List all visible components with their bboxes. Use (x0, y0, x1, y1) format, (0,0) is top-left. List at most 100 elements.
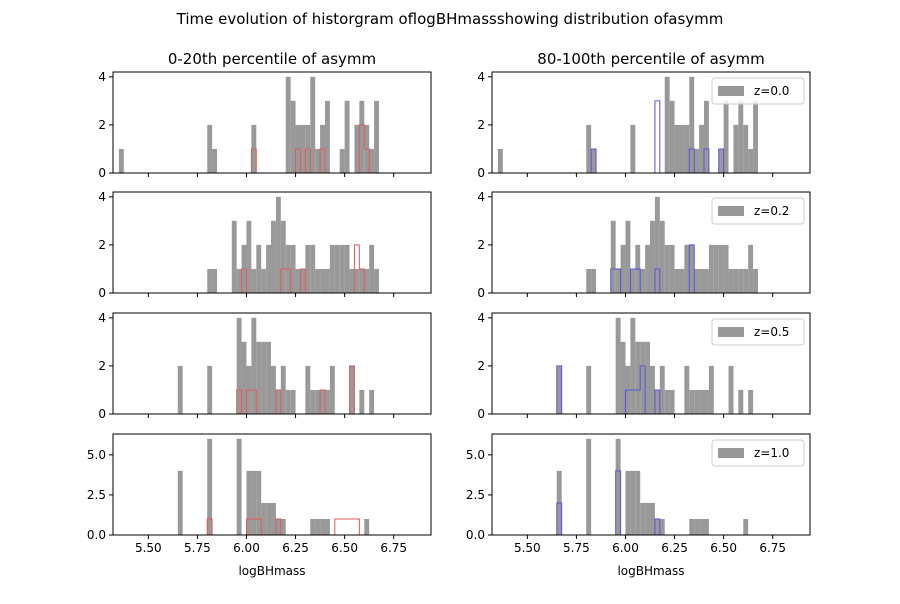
x-tick-label: 6.50 (331, 541, 358, 555)
histogram-bar (699, 268, 704, 293)
histogram-bar (586, 268, 592, 293)
panel-right-row-2: 0 2 4 z=0.2 (477, 190, 811, 300)
histogram-bar (743, 124, 749, 173)
histogram-bar (664, 244, 670, 293)
x-tick-label: 6.75 (380, 541, 407, 555)
histogram-bar (650, 365, 655, 414)
histogram-bar (694, 389, 700, 414)
histogram-bar (753, 268, 758, 293)
histogram-bar (497, 148, 503, 173)
histogram-bar (354, 124, 360, 173)
left-column-title: 0-20th percentile of asymm (168, 50, 376, 68)
histogram-bar (654, 196, 660, 293)
y-tick-label: 2.5 (466, 488, 485, 502)
histogram-bar (620, 341, 626, 414)
panel-right-row-4: 5.50 5.75 6.00 6.25 6.50 6.75 0.0 2.5 5.0 z=1.0 (466, 433, 811, 555)
histogram-bar (207, 438, 213, 535)
histogram-bar (310, 244, 316, 293)
histogram-bar (704, 518, 709, 535)
histogram-bar (625, 220, 631, 293)
figure-title: Time evolution of historgram oflogBHmass… (176, 10, 724, 28)
histogram-bar (708, 365, 714, 414)
histogram-bar (305, 244, 311, 293)
axes-frame (112, 191, 432, 294)
histogram-bar (369, 148, 375, 173)
histogram-bar (310, 518, 316, 535)
histogram-bar (261, 341, 267, 414)
histogram-bar (271, 220, 276, 293)
histogram-bar (325, 268, 330, 293)
y-tick-label: 2.5 (87, 488, 106, 502)
y-tick-label: 4 (98, 190, 106, 204)
histogram-bar (374, 268, 379, 293)
y-tick-label: 0 (98, 286, 106, 300)
histogram-bar (620, 244, 626, 293)
x-tick-label: 6.25 (282, 541, 309, 555)
axes-frame (112, 71, 432, 174)
histogram-bar (305, 365, 311, 414)
legend-label: z=1.0 (754, 446, 789, 460)
legend-label: z=0.0 (754, 84, 789, 98)
legend-label: z=0.5 (754, 325, 789, 339)
histogram-bar (630, 124, 636, 173)
histogram-bar (290, 389, 296, 414)
histogram-bar (689, 76, 695, 173)
histogram-bar (256, 341, 262, 414)
histogram-bar (315, 148, 321, 173)
histogram-bar (630, 268, 636, 293)
histogram-bar (694, 148, 700, 173)
histogram-bar (738, 268, 744, 293)
legend-box (711, 439, 805, 467)
histogram-bar (664, 76, 670, 173)
histogram-bar (694, 268, 700, 293)
histogram-bar (699, 389, 704, 414)
histogram-bar (591, 148, 597, 173)
left-x-axis-label: logBHmass (238, 564, 305, 578)
histogram-bar (285, 76, 291, 173)
histogram-bar (266, 502, 272, 535)
histogram-bar (266, 244, 272, 293)
histogram-bar (615, 268, 621, 293)
histogram-bar (753, 100, 758, 173)
panel-right-row-3: 0 2 4 z=0.5 (477, 311, 811, 421)
histogram-bar (369, 244, 375, 293)
right-x-axis-label: logBHmass (617, 564, 684, 578)
histogram-bar (315, 268, 321, 293)
histogram-bar (738, 389, 744, 414)
y-tick-label: 4 (98, 311, 106, 325)
histogram-bar (118, 148, 124, 173)
x-tick-label: 6.25 (661, 541, 688, 555)
y-tick-label: 4 (477, 311, 485, 325)
histogram-bar (586, 438, 592, 535)
legend-swatch (718, 327, 744, 337)
histogram-bar (251, 317, 257, 414)
axes-frame (112, 433, 432, 536)
y-tick-label: 4 (477, 190, 485, 204)
y-tick-label: 0 (98, 407, 106, 421)
histogram-bar (359, 100, 365, 173)
right-column-title: 80-100th percentile of asymm (537, 50, 764, 68)
histogram-bar (718, 244, 724, 293)
histogram-bar (359, 268, 365, 293)
histogram-bar (241, 341, 247, 414)
y-tick-label: 2 (98, 359, 106, 373)
x-tick-label: 5.75 (184, 541, 211, 555)
histogram-bar (325, 518, 330, 535)
histogram-bar (207, 124, 213, 173)
y-tick-label: 4 (98, 70, 106, 84)
axes-frame (491, 191, 811, 294)
x-tick-label: 6.50 (710, 541, 737, 555)
histogram-bar (704, 268, 709, 293)
histogram-bar (659, 365, 665, 414)
histogram-bar (738, 100, 744, 173)
histogram-bar (694, 518, 700, 535)
x-tick-label: 6.75 (759, 541, 786, 555)
histogram-bar (354, 268, 360, 293)
y-tick-label: 2 (477, 238, 485, 252)
panel-left-row-3: 0 2 4 (98, 311, 432, 421)
histogram-bar (364, 518, 370, 535)
histogram-bar (650, 502, 655, 535)
histogram-bar (664, 389, 670, 414)
histogram-bar (310, 76, 316, 173)
histogram-bar (689, 244, 695, 293)
